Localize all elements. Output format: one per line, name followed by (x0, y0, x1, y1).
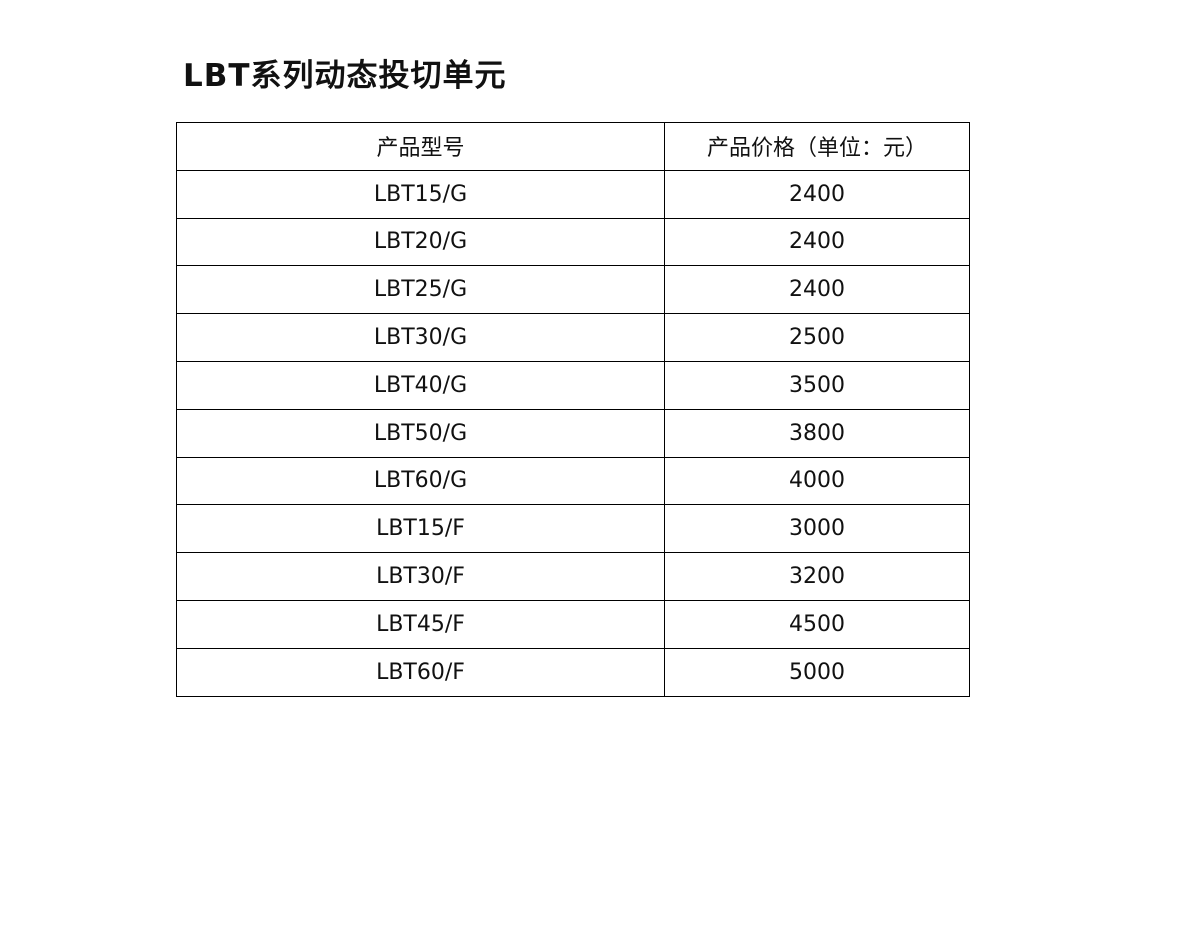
price-table: 产品型号 产品价格（单位：元） LBT15/G 2400 LBT20/G 2400 LB… (176, 122, 970, 697)
table-row: LBT25/G 2400 (176, 265, 970, 315)
model-cell: LBT15/G (176, 169, 665, 219)
model-cell: LBT60/G (176, 456, 665, 506)
price-cell: 4000 (664, 456, 970, 506)
model-cell: LBT25/G (176, 265, 665, 315)
model-cell: LBT20/G (176, 217, 665, 267)
price-cell: 3500 (664, 360, 970, 410)
price-cell: 5000 (664, 647, 970, 697)
table-row: LBT50/G 3800 (176, 408, 970, 458)
header-price: 产品价格（单位：元） (664, 122, 970, 171)
model-cell: LBT40/G (176, 360, 665, 410)
header-model: 产品型号 (176, 122, 665, 171)
price-cell: 3800 (664, 408, 970, 458)
model-cell: LBT30/F (176, 552, 665, 601)
price-cell: 3000 (664, 504, 970, 554)
table-header-row: 产品型号 产品价格（单位：元） (176, 122, 970, 171)
page-title: LBT系列动态投切单元 (183, 58, 507, 94)
model-cell: LBT15/F (176, 504, 665, 554)
table-row: LBT40/G 3500 (176, 360, 970, 410)
price-cell: 2400 (664, 169, 970, 219)
price-cell: 2500 (664, 313, 970, 362)
model-cell: LBT30/G (176, 313, 665, 362)
price-cell: 4500 (664, 599, 970, 649)
table-row: LBT15/G 2400 (176, 169, 970, 219)
model-cell: LBT60/F (176, 647, 665, 697)
table-row: LBT60/F 5000 (176, 647, 970, 697)
model-cell: LBT50/G (176, 408, 665, 458)
price-cell: 2400 (664, 265, 970, 315)
table-row: LBT20/G 2400 (176, 217, 970, 267)
table-row: LBT60/G 4000 (176, 456, 970, 506)
model-cell: LBT45/F (176, 599, 665, 649)
table-row: LBT30/F 3200 (176, 552, 970, 601)
table-row: LBT15/F 3000 (176, 504, 970, 554)
price-cell: 2400 (664, 217, 970, 267)
table-body: LBT15/G 2400 LBT20/G 2400 LBT25/G 2400 LBT30/G… (176, 169, 970, 697)
table-row: LBT45/F 4500 (176, 599, 970, 649)
price-cell: 3200 (664, 552, 970, 601)
table-row: LBT30/G 2500 (176, 313, 970, 362)
